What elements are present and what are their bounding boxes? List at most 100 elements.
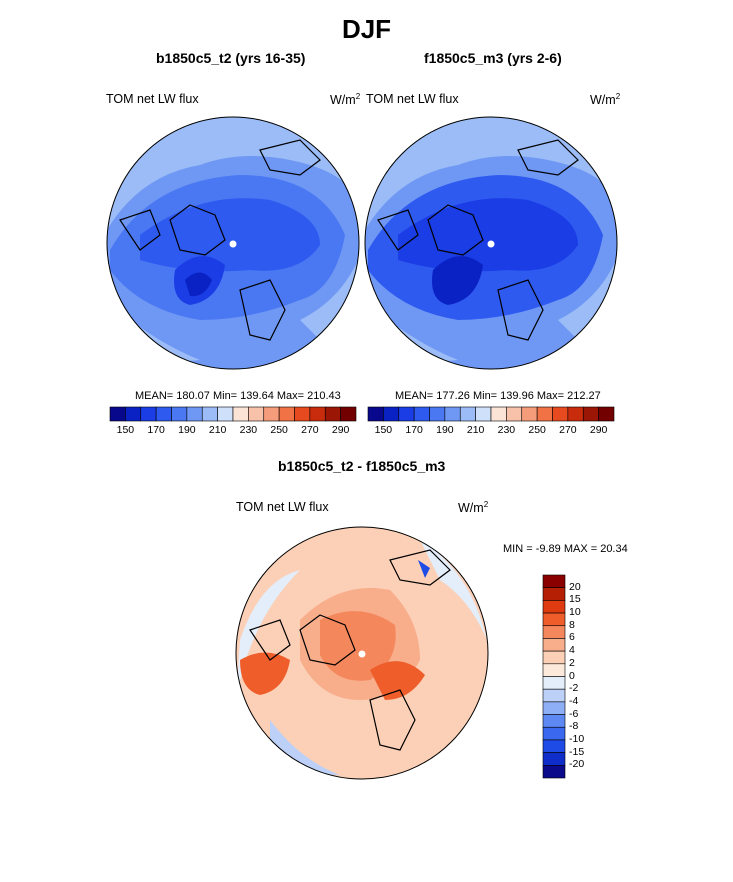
diff-map-region-warmer [320, 611, 396, 681]
right-colorbar-tick-label: 290 [589, 424, 608, 436]
difference-colorbar-tick-label: -8 [569, 720, 579, 733]
right-colorbar-swatch [367, 406, 384, 422]
right-colorbar-tick-label: 270 [559, 424, 577, 436]
left-colorbar-swatch [171, 406, 188, 422]
right-colorbar-swatch [506, 406, 523, 422]
left-colorbar-swatch [309, 406, 326, 422]
difference-colorbar-swatch [542, 650, 566, 665]
left-colorbar-swatch [109, 406, 126, 422]
right-colorbar-swatch [429, 406, 446, 422]
difference-colorbar-tick-label: -15 [569, 745, 585, 758]
difference-colorbar-tick-label: 15 [569, 593, 581, 606]
difference-colorbar-swatch [542, 612, 566, 627]
left-colorbar-swatch [201, 406, 218, 422]
right-pole-marker [487, 240, 495, 248]
difference-colorbar-swatch [542, 739, 566, 753]
left-colorbar-tick-label: 170 [147, 424, 165, 436]
left-coastlines [119, 139, 321, 341]
difference-colorbar-swatch [542, 752, 566, 766]
right-map-border [364, 116, 618, 370]
diff-map-border [235, 526, 489, 780]
left-colorbar-tick-label: 250 [270, 424, 288, 436]
left-variable-label: TOM net LW flux [106, 92, 199, 106]
diff-map-region-hot-east [370, 661, 425, 700]
difference-colorbar-swatch [542, 726, 566, 741]
left-colorbar-swatch [155, 406, 172, 422]
left-map-region-core [185, 272, 212, 297]
difference-colorbar-tick-label: 6 [569, 631, 575, 644]
diff-panel-title: b1850c5_t2 - f1850c5_m3 [278, 458, 446, 474]
left-colorbar-swatch [125, 406, 142, 422]
difference-colorbar-swatch [542, 638, 566, 652]
right-colorbar-swatch [459, 406, 476, 422]
difference-colorbar-tick-label: 0 [569, 669, 575, 682]
difference-colorbar-tick-label: 20 [569, 580, 581, 593]
left-map-region-inner [140, 198, 320, 272]
left-colorbar-swatch [294, 406, 311, 422]
diff-coastlines [249, 549, 451, 751]
difference-colorbar-tick-label: -6 [569, 707, 579, 720]
right-colorbar-swatch [552, 406, 569, 422]
difference-colorbar-tick-label: -20 [569, 758, 585, 771]
left-colorbar-swatch [248, 406, 265, 422]
diff-pole-marker [358, 650, 366, 658]
right-colorbar-tick-label: 150 [374, 424, 393, 436]
right-colorbar-swatch [598, 406, 615, 422]
difference-colorbar-swatch [542, 714, 566, 728]
left-colorbar-swatch [140, 406, 157, 422]
difference-colorbar-swatch [542, 587, 566, 601]
left-colorbar-tick-label: 290 [331, 424, 350, 436]
right-colorbar-swatch [398, 406, 415, 422]
left-colorbar-swatch [324, 406, 341, 422]
difference-colorbar-swatch [542, 600, 566, 614]
left-colorbar-tick-label: 230 [239, 424, 258, 436]
difference-colorbar-swatch [542, 688, 566, 703]
left-map-border [106, 116, 360, 370]
right-map-region-inner [398, 198, 578, 272]
left-pole-marker [229, 240, 237, 248]
diff-map-region-northeast-cool [420, 540, 487, 640]
right-units: W/m2 [590, 92, 621, 108]
diff-variable-label: TOM net LW flux [236, 500, 329, 514]
difference-colorbar-tick-label: -10 [569, 732, 585, 745]
difference-colorbar-swatch [542, 625, 566, 639]
difference-colorbar-tick-label: 8 [569, 618, 575, 631]
difference-colorbar-swatch [542, 676, 566, 690]
right-variable-label: TOM net LW flux [366, 92, 459, 106]
difference-colorbar-tick-label: 10 [569, 606, 581, 619]
right-colorbar-tick-label: 230 [497, 424, 516, 436]
left-colorbar-tick-label: 190 [178, 424, 196, 436]
diff-map-region-hot-west [240, 652, 290, 695]
difference-colorbar-swatch [542, 574, 566, 588]
figure-title: DJF [341, 14, 392, 44]
right-colorbar-swatch [521, 406, 538, 422]
right-colorbar-swatch [567, 406, 584, 422]
right-colorbar-tick-label: 210 [466, 424, 485, 436]
right-colorbar-swatch [490, 406, 507, 422]
right-stats: MEAN= 177.26 Min= 139.96 Max= 212.27 [395, 390, 601, 402]
left-map-region-north [107, 117, 355, 230]
left-colorbar-swatch [186, 406, 203, 422]
left-colorbar-swatch [217, 406, 234, 422]
difference-colorbar-tick-label: 2 [569, 656, 575, 669]
diff-map-region-west-cool [236, 570, 300, 700]
left-colorbar-swatch [340, 406, 357, 422]
difference-colorbar-swatch [542, 701, 566, 715]
right-map-region-deep [432, 256, 483, 305]
difference-colorbar-swatch [542, 663, 566, 677]
right-colorbar-swatch [383, 406, 400, 422]
left-colorbar-tick-label: 210 [208, 424, 227, 436]
right-colorbar-swatch [582, 406, 599, 422]
difference-colorbar-tick-label: -2 [569, 682, 579, 695]
left-units: W/m2 [330, 92, 361, 108]
right-colorbar-swatch [413, 406, 430, 422]
left-colorbar-swatch [263, 406, 280, 422]
difference-colorbar-tick-label: 4 [569, 644, 575, 657]
diff-stats: MIN = -9.89 MAX = 20.34 [503, 543, 628, 555]
difference-colorbar [542, 574, 566, 779]
left-colorbar [109, 406, 357, 422]
left-colorbar-swatch [232, 406, 249, 422]
right-colorbar-tick-label: 170 [405, 424, 423, 436]
right-colorbar-tick-label: 190 [436, 424, 454, 436]
